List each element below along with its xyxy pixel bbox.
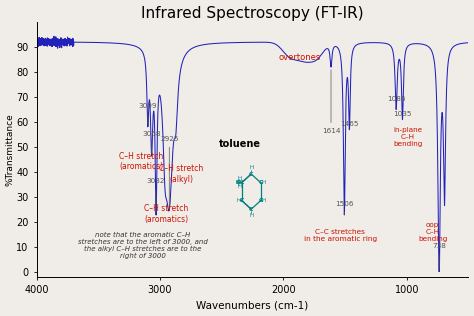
Text: C–C stretches
in the aromatic ring: C–C stretches in the aromatic ring — [303, 229, 377, 242]
Text: H: H — [237, 184, 241, 189]
Text: C–H stretch
(aromatics): C–H stretch (aromatics) — [119, 152, 164, 171]
Text: H: H — [237, 176, 241, 181]
Text: H: H — [237, 198, 241, 203]
Text: C: C — [259, 180, 263, 185]
Text: C: C — [259, 198, 263, 203]
Text: overtones: overtones — [278, 53, 320, 62]
Text: H: H — [249, 165, 254, 170]
Text: oop
C–H
bending: oop C–H bending — [418, 222, 447, 242]
Text: in-plane
C–H
bending: in-plane C–H bending — [393, 127, 423, 147]
Title: Infrared Spectroscopy (FT-IR): Infrared Spectroscopy (FT-IR) — [141, 6, 364, 21]
Text: C–H stretch
(aromatics): C–H stretch (aromatics) — [144, 204, 188, 223]
Text: note that the aromatic C–H
stretches are to the left of 3000, and
the alkyl C–H : note that the aromatic C–H stretches are… — [78, 232, 208, 259]
Text: H: H — [262, 180, 266, 185]
Text: 2925: 2925 — [160, 136, 179, 207]
X-axis label: Wavenumbers (cm-1): Wavenumbers (cm-1) — [196, 301, 309, 310]
Text: C: C — [239, 180, 244, 185]
Text: 1035: 1035 — [393, 111, 412, 120]
Text: C: C — [236, 180, 240, 185]
Text: H: H — [249, 213, 254, 218]
Text: 1465: 1465 — [340, 121, 359, 130]
Text: toluene: toluene — [219, 139, 261, 149]
Text: C: C — [249, 172, 254, 177]
Text: 3068: 3068 — [142, 131, 161, 153]
Text: H: H — [262, 198, 266, 203]
Text: 738: 738 — [432, 243, 446, 269]
Text: 1614: 1614 — [322, 70, 340, 134]
Text: C: C — [239, 198, 244, 203]
Text: H: H — [237, 180, 241, 185]
Text: C–H stretch
(alkyl): C–H stretch (alkyl) — [159, 164, 203, 184]
Text: 1506: 1506 — [335, 201, 354, 215]
Text: 3032: 3032 — [147, 178, 165, 212]
Text: H: H — [235, 180, 239, 185]
Y-axis label: %Transmittance: %Transmittance — [6, 113, 15, 185]
Text: 3099: 3099 — [138, 103, 157, 124]
Text: 1086: 1086 — [387, 96, 405, 109]
Text: C: C — [249, 207, 254, 212]
